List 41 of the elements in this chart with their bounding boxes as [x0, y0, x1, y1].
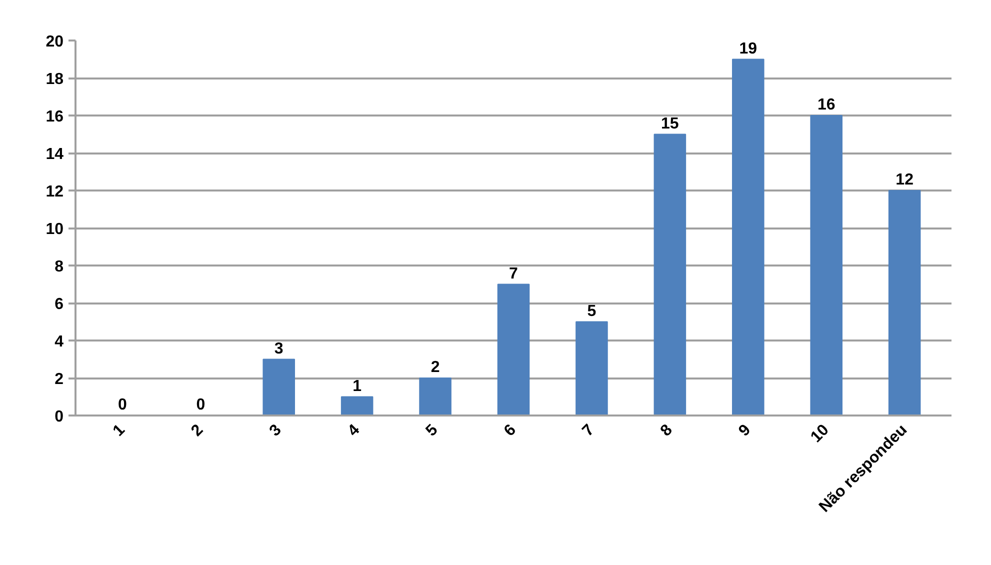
y-tick-label: 12	[46, 184, 64, 200]
x-tick-label: 1	[110, 421, 129, 440]
data-label: 7	[509, 265, 518, 282]
bar	[340, 396, 374, 416]
y-tick-label: 0	[54, 408, 64, 426]
data-label: 16	[817, 96, 836, 114]
data-label: 0	[196, 396, 206, 414]
y-tick-label: 6	[54, 296, 64, 313]
bar	[810, 115, 842, 416]
x-tick-label: 10	[808, 421, 832, 446]
x-tick-label: 8	[658, 421, 676, 440]
bar	[654, 134, 686, 416]
x-tick-label: 5	[422, 421, 442, 440]
bar	[419, 378, 452, 416]
bar	[732, 58, 764, 416]
y-tick-label: 2	[54, 371, 64, 388]
x-tick-label: 4	[344, 421, 364, 440]
x-tick-label: 7	[579, 421, 598, 440]
data-label: 1	[352, 378, 362, 395]
y-tick-label: 20	[46, 34, 64, 50]
x-tick-label: 6	[501, 421, 520, 440]
x-tick-label: 3	[266, 421, 285, 440]
data-label: 19	[739, 40, 758, 58]
bar	[576, 321, 608, 416]
y-tick-label: 4	[54, 334, 64, 350]
bar	[497, 284, 530, 416]
y-tick-label: 16	[46, 108, 64, 126]
y-tick-label: 18	[46, 71, 64, 88]
data-label: 3	[274, 340, 284, 358]
data-label: 5	[587, 302, 596, 320]
x-tick-label: 2	[188, 421, 207, 440]
y-tick-label: 10	[46, 221, 64, 238]
x-tick-label: 9	[736, 421, 754, 440]
y-tick-label: 8	[54, 258, 64, 276]
data-label: 0	[118, 396, 127, 414]
data-label: 15	[661, 115, 679, 132]
bar	[262, 358, 295, 416]
bar	[888, 190, 921, 416]
data-label: 12	[896, 172, 914, 188]
data-label: 2	[430, 359, 440, 376]
y-tick-label: 14	[46, 146, 64, 163]
